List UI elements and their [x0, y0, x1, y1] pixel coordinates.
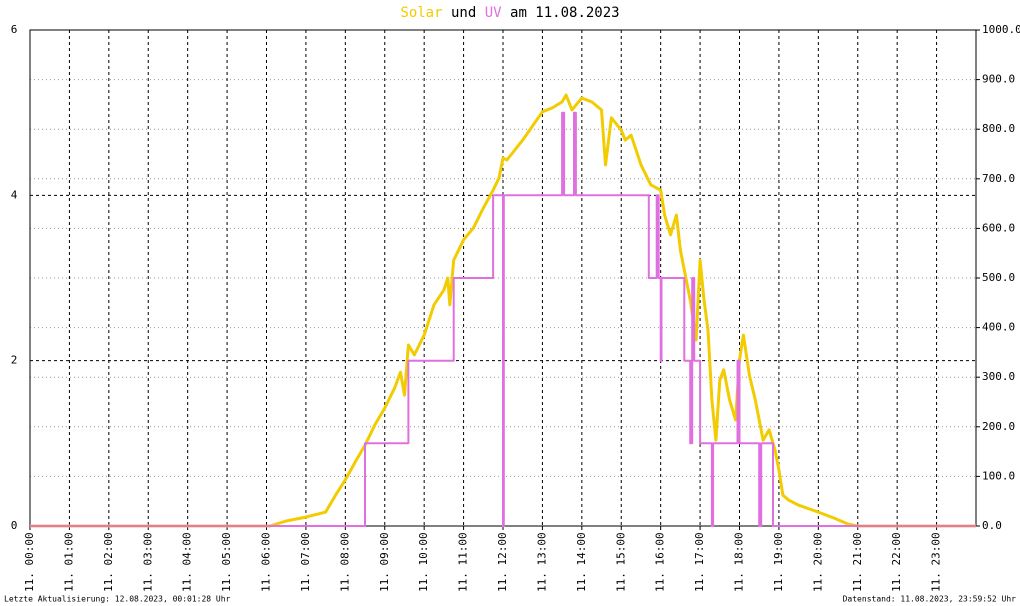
x-tick-label: 11. 21:00	[851, 532, 864, 592]
y2-tick-label: 100.0	[982, 469, 1015, 482]
x-tick-label: 11. 01:00	[62, 532, 75, 592]
x-tick-label: 11. 09:00	[378, 532, 391, 592]
x-tick-label: 11. 16:00	[654, 532, 667, 592]
x-tick-label: 11. 13:00	[535, 532, 548, 592]
x-tick-label: 11. 14:00	[575, 532, 588, 592]
y2-tick-label: 900.0	[982, 73, 1015, 86]
x-tick-label: 11. 10:00	[417, 532, 430, 592]
x-tick-label: 11. 06:00	[260, 532, 273, 592]
y-tick-label: 2	[11, 354, 18, 367]
x-tick-label: 11. 03:00	[141, 532, 154, 592]
y2-tick-label: 800.0	[982, 122, 1015, 135]
x-tick-label: 11. 15:00	[614, 532, 627, 592]
series-line	[30, 111, 976, 527]
title-part: und	[451, 5, 476, 21]
title-part: UV	[485, 5, 502, 21]
x-tick-label: 11. 07:00	[299, 532, 312, 592]
y2-tick-label: 500.0	[982, 271, 1015, 284]
x-tick-label: 11. 18:00	[733, 532, 746, 592]
series-line	[30, 93, 976, 528]
footer-right: Datenstand: 11.08.2023, 23:59:52 Uhr	[843, 595, 1017, 604]
y-tick-label: 4	[11, 188, 18, 201]
y2-tick-label: 400.0	[982, 321, 1015, 334]
x-tick-label: 11. 02:00	[102, 532, 115, 592]
x-tick-label: 11. 05:00	[220, 532, 233, 592]
title-part: am 11.08.2023	[510, 5, 620, 21]
x-tick-label: 11. 22:00	[890, 532, 903, 592]
x-tick-label: 11. 04:00	[181, 532, 194, 592]
y2-tick-label: 300.0	[982, 370, 1015, 383]
x-tick-label: 11. 08:00	[338, 532, 351, 592]
y2-tick-label: 700.0	[982, 172, 1015, 185]
y2-tick-label: 200.0	[982, 420, 1015, 433]
x-tick-label: 11. 23:00	[930, 532, 943, 592]
x-tick-label: 11. 11:00	[457, 532, 470, 592]
x-tick-label: 11. 12:00	[496, 532, 509, 592]
chart-title: Solar und UV am 11.08.2023	[400, 5, 619, 21]
x-tick-label: 11. 20:00	[811, 532, 824, 592]
y2-tick-label: 1000.0	[982, 23, 1020, 36]
y2-tick-label: 600.0	[982, 221, 1015, 234]
x-tick-label: 11. 19:00	[772, 532, 785, 592]
y-tick-label: 0	[11, 519, 18, 532]
x-tick-label: 11. 00:00	[23, 532, 36, 592]
y-tick-label: 6	[11, 23, 18, 36]
footer-left: Letzte Aktualisierung: 12.08.2023, 00:01…	[4, 595, 231, 604]
x-tick-label: 11. 17:00	[693, 532, 706, 592]
y2-tick-label: 0.0	[982, 519, 1002, 532]
title-part: Solar	[400, 5, 442, 21]
